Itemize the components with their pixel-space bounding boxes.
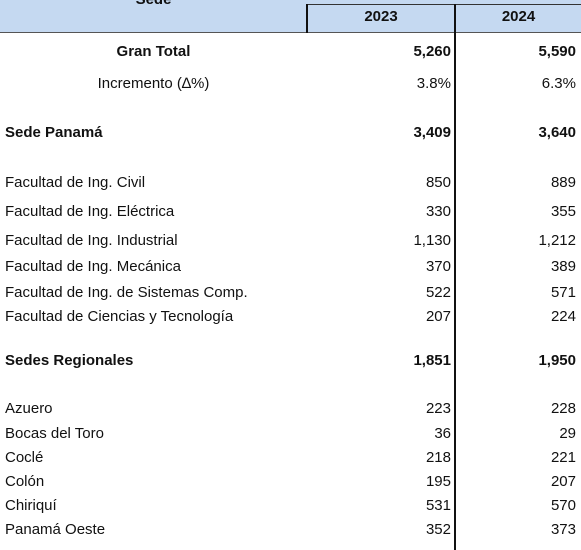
cell-2023: 36 [434, 425, 451, 442]
row-label: Facultad de Ciencias y Tecnología [5, 308, 234, 325]
row-label: Sedes Regionales [5, 352, 134, 369]
row-label: Azuero [5, 400, 53, 417]
cell-2023: 522 [425, 284, 451, 301]
row-label: Facultad de Ing. Mecánica [5, 258, 181, 275]
cell-2024: 355 [550, 203, 576, 220]
row-label: Incremento (∆%) [97, 75, 210, 92]
header-band [0, 0, 581, 33]
cell-2024: 221 [550, 449, 576, 466]
cell-2024: 373 [550, 521, 576, 538]
header-rule [307, 4, 581, 5]
cell-2024: 389 [550, 258, 576, 275]
cell-2024: 5,590 [538, 43, 576, 60]
column-divider [306, 4, 308, 33]
cell-2023: 218 [425, 449, 451, 466]
column-divider [454, 4, 456, 550]
column-header: 2023 [364, 8, 398, 25]
cell-2024: 228 [550, 400, 576, 417]
cell-2023: 352 [425, 521, 451, 538]
row-label: Bocas del Toro [5, 425, 104, 442]
row-label: Sede Panamá [5, 124, 103, 141]
cell-2024: 1,212 [538, 232, 576, 249]
cell-2024: 3,640 [538, 124, 576, 141]
row-label: Facultad de Ing. Eléctrica [5, 203, 175, 220]
cell-2023: 1,130 [413, 232, 451, 249]
cell-2023: 223 [425, 400, 451, 417]
column-header: 2024 [501, 8, 536, 25]
cell-2023: 330 [425, 203, 451, 220]
header-title: Sede [0, 0, 307, 8]
cell-2024: 224 [550, 308, 576, 325]
row-label: Facultad de Ing. de Sistemas Comp. [5, 284, 248, 301]
cell-2023: 3,409 [413, 124, 451, 141]
row-label: Gran Total [116, 43, 191, 60]
row-label: Facultad de Ing. Civil [5, 174, 146, 191]
row-label: Facultad de Ing. Industrial [5, 232, 178, 249]
cell-2024: 207 [550, 473, 576, 490]
cell-2023: 1,851 [413, 352, 451, 369]
cell-2024: 889 [550, 174, 576, 191]
cell-2024: 571 [550, 284, 576, 301]
cell-2023: 5,260 [413, 43, 451, 60]
cell-2023: 207 [425, 308, 451, 325]
cell-2024: 6.3% [541, 75, 576, 92]
row-label: Chiriquí [5, 497, 57, 514]
cell-2023: 195 [425, 473, 451, 490]
cell-2024: 1,950 [538, 352, 576, 369]
cell-2023: 850 [425, 174, 451, 191]
cell-2023: 531 [425, 497, 451, 514]
row-label: Coclé [5, 449, 44, 466]
cell-2023: 3.8% [416, 75, 451, 92]
cell-2024: 570 [550, 497, 576, 514]
cell-2024: 29 [559, 425, 576, 442]
row-label: Colón [5, 473, 45, 490]
cell-2023: 370 [425, 258, 451, 275]
row-label: Panamá Oeste [5, 521, 106, 538]
